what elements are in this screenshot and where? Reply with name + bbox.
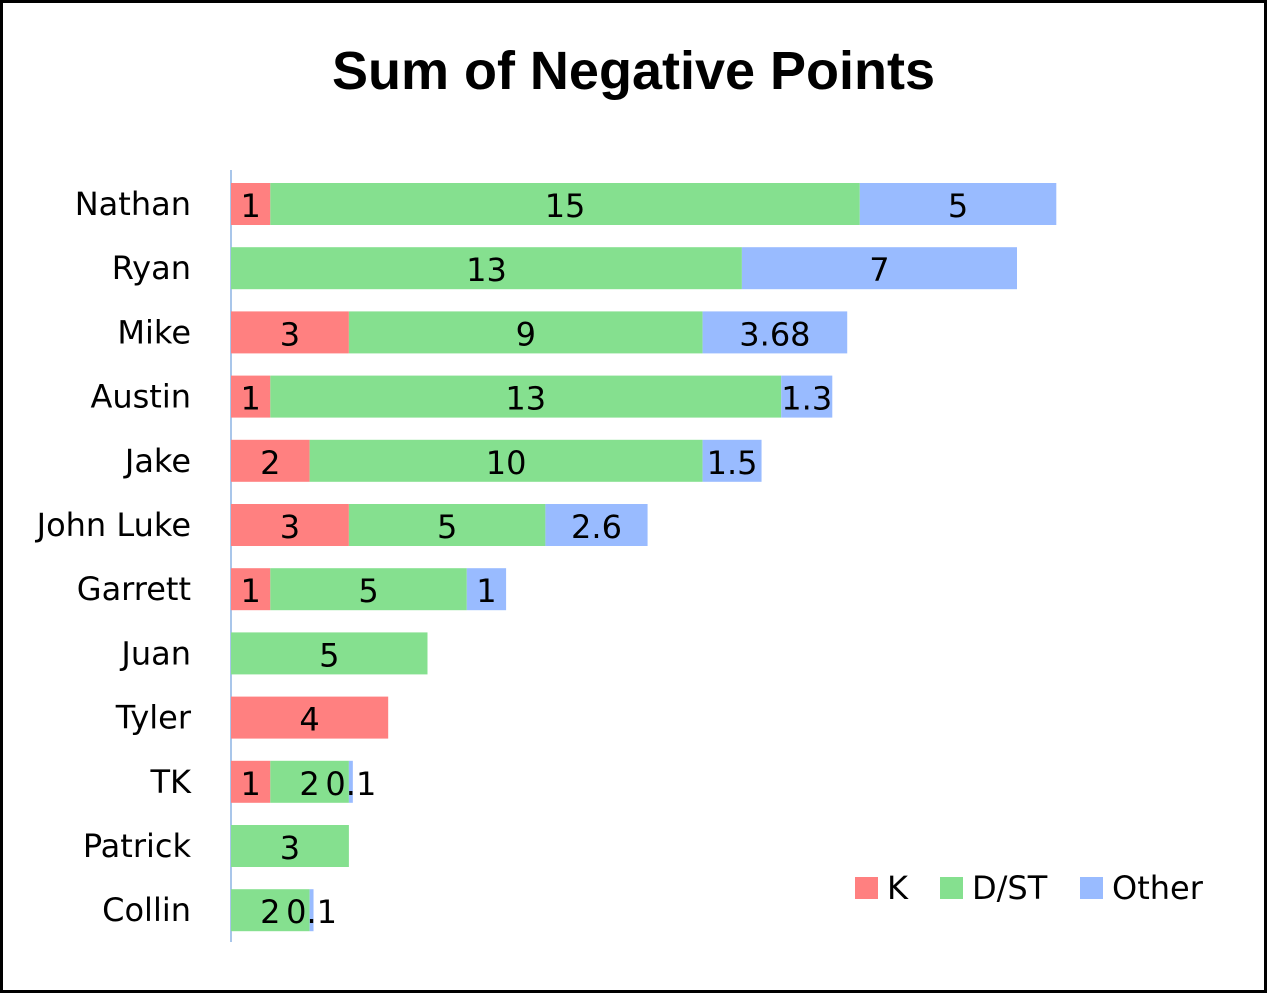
data-label-d-st-collin: 2 xyxy=(260,893,280,931)
bar-d-st-nathan xyxy=(270,183,860,225)
data-label-other-tk: 0.1 xyxy=(325,765,376,803)
bar-other-garrett xyxy=(466,568,507,611)
bar-k-tk xyxy=(231,760,271,803)
chart-title: Sum of Negative Points xyxy=(331,41,936,101)
data-label-k-austin: 1 xyxy=(240,380,260,418)
bar-d-st-john-luke xyxy=(348,504,546,546)
data-label-d-st-austin: 13 xyxy=(505,380,546,418)
bar-k-jake xyxy=(231,439,310,482)
bar-other-collin xyxy=(309,889,314,932)
bars xyxy=(231,183,1057,932)
data-label-d-st-john-luke: 5 xyxy=(437,508,457,546)
bar-d-st-austin xyxy=(270,375,782,418)
bar-k-nathan xyxy=(231,183,271,225)
category-label-austin: Austin xyxy=(90,378,191,416)
bar-other-austin xyxy=(781,375,833,418)
data-label-other-mike: 3.68 xyxy=(739,315,810,353)
bar-k-tyler xyxy=(231,696,389,739)
legend-swatch-other xyxy=(1080,877,1103,899)
bar-d-st-juan xyxy=(231,632,428,675)
category-label-tyler: Tyler xyxy=(115,699,192,737)
category-label-collin: Collin xyxy=(102,891,191,929)
legend: K D/ST Other xyxy=(855,869,1204,907)
data-label-other-nathan: 5 xyxy=(948,187,968,225)
data-label-k-jake: 2 xyxy=(260,444,280,482)
data-label-k-garrett: 1 xyxy=(240,572,260,610)
bar-other-john-luke xyxy=(545,504,648,546)
data-label-d-st-juan: 5 xyxy=(319,636,339,674)
legend-label-d-st: D/ST xyxy=(972,869,1048,907)
data-label-d-st-mike: 9 xyxy=(516,315,536,353)
category-label-john-luke: John Luke xyxy=(35,506,191,544)
data-label-d-st-tk: 2 xyxy=(299,765,319,803)
data-label-d-st-ryan: 13 xyxy=(466,251,507,289)
data-label-other-garrett: 1 xyxy=(476,572,496,610)
data-label-other-john-luke: 2.6 xyxy=(571,508,622,546)
bar-d-st-patrick xyxy=(231,825,349,867)
data-label-d-st-jake: 10 xyxy=(486,444,527,482)
legend-label-other: Other xyxy=(1112,869,1204,907)
category-label-ryan: Ryan xyxy=(112,249,191,287)
legend-swatch-d-st xyxy=(940,877,963,899)
category-label-garrett: Garrett xyxy=(77,570,191,608)
data-label-k-tyler: 4 xyxy=(299,701,319,739)
bar-d-st-ryan xyxy=(231,247,742,290)
bar-other-ryan xyxy=(741,247,1017,290)
data-label-other-ryan: 7 xyxy=(869,251,889,289)
legend-swatch-k xyxy=(855,877,878,899)
bar-other-jake xyxy=(702,439,762,482)
data-label-k-mike: 3 xyxy=(280,315,300,353)
bar-k-garrett xyxy=(231,568,271,611)
legend-label-k: K xyxy=(887,869,909,907)
bar-d-st-mike xyxy=(348,311,703,354)
category-labels: Nathan Ryan Mike Austin Jake John Luke Garrett… xyxy=(35,185,192,929)
data-label-d-st-patrick: 3 xyxy=(280,829,300,867)
data-label-k-nathan: 1 xyxy=(240,187,260,225)
category-label-jake: Jake xyxy=(123,442,191,480)
bar-d-st-garrett xyxy=(270,568,467,611)
category-label-mike: Mike xyxy=(117,313,191,351)
bar-d-st-collin xyxy=(231,889,310,932)
category-label-nathan: Nathan xyxy=(75,185,191,223)
data-label-d-st-nathan: 15 xyxy=(545,187,586,225)
bar-other-nathan xyxy=(859,183,1057,225)
category-label-patrick: Patrick xyxy=(83,827,192,865)
bar-k-austin xyxy=(231,375,271,418)
bar-k-john-luke xyxy=(231,504,349,546)
bar-other-tk xyxy=(348,760,353,803)
data-label-other-jake: 1.5 xyxy=(707,444,758,482)
category-label-juan: Juan xyxy=(119,634,191,672)
bar-other-mike xyxy=(702,311,848,354)
category-label-tk: TK xyxy=(149,763,192,801)
bar-d-st-jake xyxy=(309,439,703,482)
data-label-other-collin: 0.1 xyxy=(286,893,337,931)
bar-k-mike xyxy=(231,311,349,354)
data-label-other-austin: 1.3 xyxy=(781,380,832,418)
data-label-d-st-garrett: 5 xyxy=(358,572,378,610)
data-label-k-tk: 1 xyxy=(240,765,260,803)
bar-d-st-tk xyxy=(270,760,349,803)
data-label-k-john-luke: 3 xyxy=(280,508,300,546)
